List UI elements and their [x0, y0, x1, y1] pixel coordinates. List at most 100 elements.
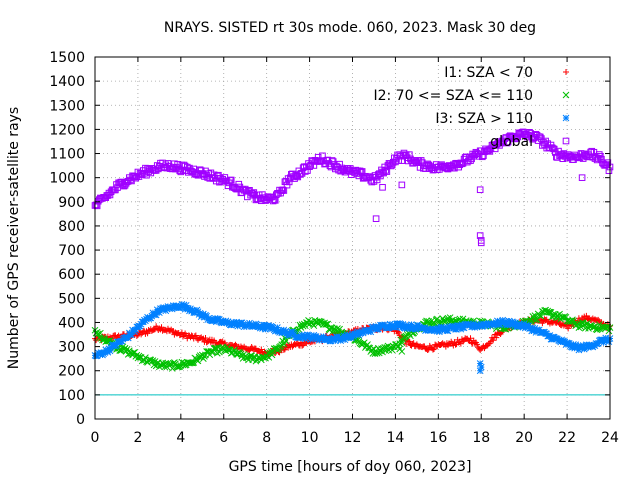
data-point — [136, 322, 144, 330]
data-point — [562, 313, 570, 321]
data-point — [259, 325, 266, 332]
data-point — [284, 332, 292, 339]
data-point — [272, 327, 280, 334]
data-point — [499, 316, 507, 324]
data-point — [479, 153, 486, 161]
y-axis-label: Number of GPS receiver-satellite rays — [6, 107, 22, 369]
y-tick-label: 1400 — [49, 74, 85, 90]
y-axis-ticks: 0 100 200 300 400 500 600 700 800 900 1000 1100 1200… — [49, 50, 610, 428]
data-point — [565, 339, 573, 347]
x-tick-label: 22 — [558, 430, 576, 446]
data-point — [298, 331, 306, 339]
data-point — [118, 337, 126, 345]
data-point — [387, 162, 395, 170]
data-point — [320, 333, 327, 340]
data-point — [599, 336, 606, 344]
data-point — [381, 321, 389, 329]
data-point — [270, 196, 278, 203]
data-point — [286, 331, 294, 339]
data-point — [491, 145, 499, 153]
data-point — [262, 325, 269, 333]
data-point — [265, 322, 273, 330]
data-point — [152, 311, 160, 319]
data-point — [583, 312, 590, 319]
data-point — [438, 323, 445, 331]
data-point — [575, 346, 583, 354]
data-point — [605, 167, 613, 175]
data-point — [431, 346, 438, 353]
data-point — [310, 322, 318, 330]
legend-label-0: I1: SZA < 70 — [444, 65, 533, 81]
data-point — [181, 162, 189, 170]
y-tick-label: 1100 — [49, 147, 85, 163]
legend: I1: SZA < 70 I2: 70 <= SZA <= 110 I3: SZA … — [373, 65, 570, 150]
y-tick-label: 1200 — [49, 122, 85, 138]
data-point — [282, 327, 290, 335]
y-tick-label: 0 — [76, 412, 85, 428]
data-point — [201, 313, 208, 321]
data-point — [280, 326, 288, 334]
data-point — [424, 346, 431, 353]
data-point — [565, 325, 572, 332]
data-point — [138, 171, 146, 178]
data-point — [460, 338, 467, 345]
data-point — [174, 161, 181, 168]
data-point — [309, 334, 317, 342]
data-point — [342, 333, 350, 340]
data-point — [341, 336, 349, 344]
data-point — [503, 139, 511, 147]
series-2 — [91, 300, 614, 360]
x-axis-label: GPS time [hours of doy 060, 2023] — [229, 459, 472, 475]
x-tick-label: 18 — [472, 430, 490, 446]
x-tick-label: 4 — [176, 430, 185, 446]
data-point — [334, 333, 341, 341]
data-point — [429, 346, 436, 353]
data-point — [595, 316, 602, 323]
data-point — [600, 339, 607, 347]
data-point — [194, 357, 202, 365]
data-point — [473, 341, 480, 348]
data-point — [113, 341, 120, 349]
data-point — [224, 318, 232, 325]
data-point — [128, 331, 135, 338]
data-point — [282, 337, 290, 345]
data-point — [98, 349, 105, 356]
series-layer — [91, 128, 614, 375]
data-point — [322, 321, 330, 328]
data-point — [403, 325, 411, 332]
data-point — [213, 349, 221, 357]
outlier-point — [476, 232, 484, 239]
data-point — [450, 323, 457, 330]
x-tick-label: 2 — [133, 430, 142, 446]
data-point — [222, 317, 230, 325]
outlier-point — [398, 181, 406, 189]
data-point — [200, 310, 207, 318]
data-point — [299, 334, 307, 342]
data-point — [382, 167, 390, 174]
outlier-point — [578, 174, 586, 181]
data-point — [274, 324, 281, 331]
data-point — [149, 357, 157, 364]
data-point — [546, 332, 554, 339]
data-point — [232, 341, 239, 348]
data-point — [124, 334, 132, 342]
outlier-point — [372, 215, 380, 222]
legend-label-1: I2: 70 <= SZA <= 110 — [373, 88, 533, 104]
data-point — [269, 197, 277, 205]
data-point — [490, 337, 497, 344]
data-point — [589, 343, 597, 351]
data-point — [383, 168, 391, 175]
x-tick-label: 0 — [91, 430, 100, 446]
data-point — [106, 347, 114, 355]
data-point — [300, 332, 308, 339]
data-point — [604, 159, 612, 166]
data-point — [380, 323, 387, 331]
y-tick-label: 200 — [58, 364, 85, 380]
data-point — [436, 328, 443, 336]
data-point — [328, 157, 336, 164]
data-point — [319, 336, 326, 343]
data-point — [578, 344, 586, 352]
data-point — [469, 323, 477, 331]
data-point — [301, 335, 309, 343]
data-point — [594, 340, 602, 347]
